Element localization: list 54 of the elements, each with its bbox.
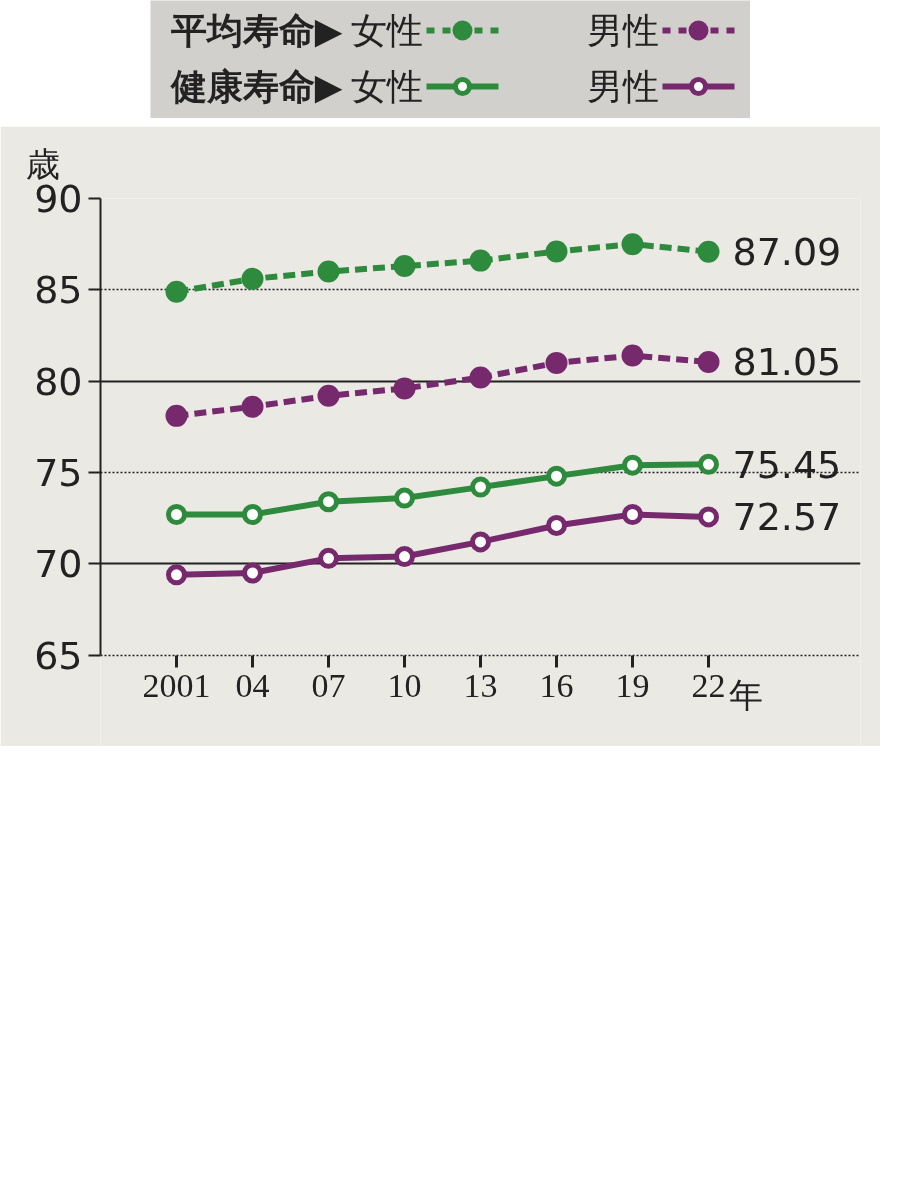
x-tick-label: 10	[387, 667, 422, 705]
point	[166, 504, 187, 525]
legend-label: 男性	[586, 10, 659, 51]
point	[393, 377, 416, 400]
y-tick-label: 75	[34, 451, 83, 495]
x-tick-label: 07	[311, 667, 346, 705]
point	[317, 384, 340, 407]
point	[241, 267, 264, 290]
point	[318, 491, 339, 513]
point	[469, 249, 492, 272]
point	[317, 260, 340, 283]
x-tick-label: 04	[235, 667, 270, 705]
point	[698, 453, 719, 475]
point	[546, 514, 567, 536]
point	[469, 366, 492, 389]
point	[166, 564, 187, 586]
point	[165, 280, 188, 303]
data-label: 81.05	[732, 340, 842, 385]
point	[698, 506, 719, 528]
point	[242, 562, 263, 584]
point	[622, 454, 643, 476]
y-tick-label: 80	[34, 359, 83, 404]
point	[393, 255, 416, 278]
point	[241, 395, 264, 418]
data-label: 72.57	[732, 495, 842, 540]
y-tick-label: 65	[34, 633, 83, 678]
legend-label: 平均寿命▶ 女性	[170, 10, 423, 51]
point	[394, 487, 415, 509]
point	[697, 351, 720, 373]
x-tick-label: 22	[691, 667, 726, 705]
point	[545, 351, 568, 374]
point	[394, 546, 415, 568]
x-tick-label: 16	[539, 667, 574, 705]
point	[622, 504, 643, 525]
point	[242, 504, 263, 525]
legend-label: 健康寿命▶ 女性	[169, 66, 423, 107]
x-tick-label: 2001	[142, 667, 211, 705]
point	[318, 547, 339, 569]
data-label: 75.45	[732, 442, 842, 487]
point	[621, 344, 644, 367]
point	[470, 531, 491, 553]
point	[697, 240, 720, 263]
point	[545, 240, 568, 263]
x-tick-label: 19	[615, 667, 650, 705]
point	[546, 465, 567, 487]
data-label: 87.09	[732, 230, 842, 275]
y-tick-label: 70	[34, 542, 83, 587]
x-axis-title: 年	[728, 675, 763, 716]
point	[165, 404, 188, 427]
legend-label: 男性	[586, 66, 659, 107]
point	[621, 233, 644, 256]
x-tick-label: 13	[463, 667, 498, 705]
y-tick-label: 85	[34, 268, 83, 313]
point	[470, 476, 491, 498]
